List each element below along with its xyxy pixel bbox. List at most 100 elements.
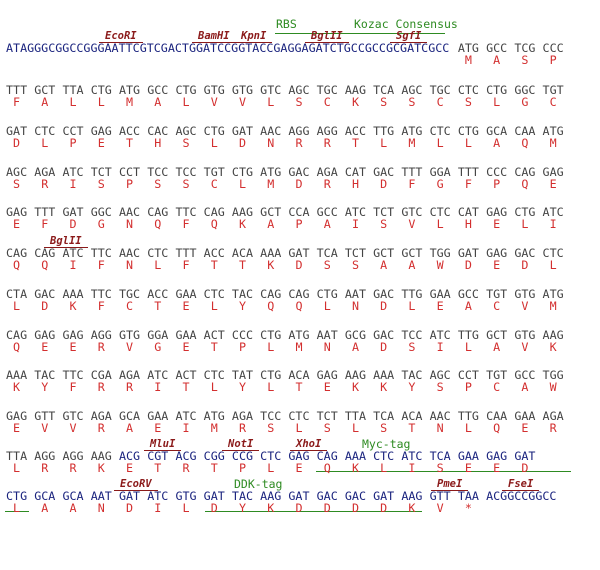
- amino-acid: D: [41, 299, 49, 313]
- codon: GTG: [118, 328, 141, 342]
- codon: ACT: [175, 368, 197, 382]
- codon: GAA: [175, 287, 197, 301]
- amino-acid: R: [41, 461, 49, 475]
- amino-acid: G: [154, 340, 162, 354]
- codon: AAT: [90, 489, 112, 503]
- codon: ATG: [288, 328, 310, 342]
- codon: GCA: [62, 489, 84, 503]
- codon: ATG: [401, 124, 423, 138]
- feature-label: RBS: [276, 17, 297, 31]
- codon: TTG: [373, 124, 395, 138]
- amino-acid: F: [13, 95, 21, 109]
- amino-acid: A: [126, 421, 134, 435]
- codon: CAC: [147, 124, 169, 138]
- amino-acid: N: [126, 217, 134, 231]
- codon: TCC: [260, 409, 282, 423]
- amino-acid: L: [464, 421, 472, 435]
- amino-acid: D: [380, 177, 388, 191]
- amino-acid: A: [351, 340, 359, 354]
- amino-acid: N: [323, 340, 331, 354]
- amino-acid: E: [493, 217, 501, 231]
- amino-acid: V: [126, 340, 134, 354]
- amino-acid: E: [493, 461, 501, 475]
- amino-acid: K: [238, 217, 247, 231]
- amino-acid: T: [295, 380, 303, 394]
- codon: TGC: [118, 287, 141, 301]
- amino-acid: A: [408, 258, 416, 272]
- amino-acid: G: [436, 177, 444, 191]
- codon: GAG: [486, 449, 508, 463]
- codon: TGT: [542, 83, 564, 97]
- codon: TAC: [401, 368, 423, 382]
- codon: CTG: [260, 368, 282, 382]
- codon: CTG: [316, 287, 338, 301]
- amino-acid: S: [323, 258, 331, 272]
- codon: CTG: [486, 83, 508, 97]
- codon: GTC: [260, 83, 282, 97]
- amino-acid: L: [380, 136, 388, 150]
- amino-acid: F: [97, 299, 105, 313]
- amino-acid: P: [238, 461, 247, 475]
- amino-acid: M: [295, 340, 303, 354]
- amino-acid: S: [380, 95, 388, 109]
- rbs-line: [275, 33, 345, 34]
- codon: ACT: [203, 328, 225, 342]
- amino-acid: D: [323, 501, 331, 515]
- codon: CTC: [429, 124, 451, 138]
- codon: ATG: [203, 409, 225, 423]
- codon: GAG: [6, 409, 28, 423]
- amino-acid: N: [267, 136, 275, 150]
- amino-acid: L: [13, 501, 21, 515]
- codon: GAT: [288, 246, 310, 260]
- codon: TGG: [429, 246, 451, 260]
- amino-acid: I: [436, 340, 444, 354]
- amino-acid: L: [493, 95, 501, 109]
- codon: ATC: [62, 165, 84, 179]
- codon: GAA: [429, 287, 451, 301]
- codon: AAT: [344, 287, 366, 301]
- restriction-site: BamHI: [192, 30, 236, 43]
- amino-acid: D: [351, 501, 359, 515]
- codon: ACA: [401, 409, 423, 423]
- amino-acid: I: [69, 177, 77, 191]
- amino-acid: L: [210, 380, 218, 394]
- codon: TGC: [316, 83, 338, 97]
- amino-acid: K: [351, 95, 359, 109]
- amino-acid: A: [69, 501, 77, 515]
- feature-label: Kozac Consensus: [354, 17, 458, 31]
- amino-acid: L: [408, 299, 416, 313]
- amino-acid: S: [182, 136, 190, 150]
- amino-acid: A: [493, 53, 501, 67]
- amino-acid: S: [323, 421, 331, 435]
- amino-acid: T: [210, 340, 218, 354]
- restriction-site: NotI: [222, 438, 260, 451]
- codon: TTC: [175, 205, 197, 219]
- amino-acid: M: [408, 136, 416, 150]
- codon: AGG: [288, 124, 310, 138]
- amino-acid: H: [154, 136, 162, 150]
- amino-acid: K: [13, 380, 21, 394]
- codon: AAA: [62, 287, 84, 301]
- amino-acid: L: [380, 461, 388, 475]
- amino-acid: D: [210, 501, 218, 515]
- amino-acid: A: [41, 95, 49, 109]
- codon: GAC: [288, 165, 310, 179]
- codon: TTA: [6, 449, 28, 463]
- amino-acid: F: [464, 177, 472, 191]
- codon: GCC: [514, 368, 536, 382]
- codon: AAC: [118, 205, 141, 219]
- codon: TCC: [401, 328, 423, 342]
- codon: TGC: [429, 83, 451, 97]
- amino-acid: E: [182, 340, 190, 354]
- codon: GAT: [457, 246, 479, 260]
- codon: ATC: [401, 449, 423, 463]
- amino-acid: Y: [238, 501, 247, 515]
- codon: TCT: [344, 246, 366, 260]
- amino-acid: D: [380, 299, 388, 313]
- codon: GAG: [486, 205, 508, 219]
- codon: ACA: [288, 368, 310, 382]
- amino-acid: D: [295, 177, 303, 191]
- codon: AGA: [542, 409, 564, 423]
- amino-acid: L: [351, 421, 359, 435]
